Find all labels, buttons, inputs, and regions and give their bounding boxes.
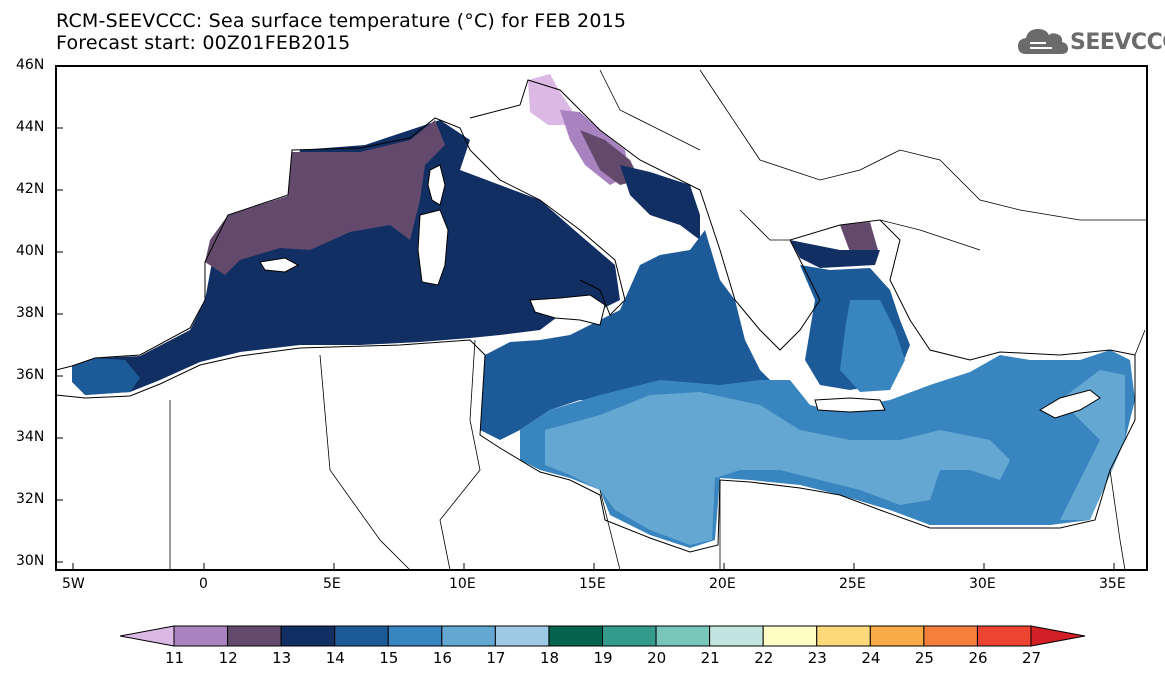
lon-tick-label: 30E (969, 576, 996, 592)
lat-tick-label: 30N (16, 553, 45, 569)
colorbar-label: 19 (593, 649, 613, 667)
sst-region-alboran (72, 358, 140, 395)
island-sicily (529, 294, 606, 326)
colorbar-label: 20 (647, 649, 667, 667)
colorbar-segment (655, 625, 711, 647)
colorbar-segment (494, 625, 550, 647)
lat-tick-label: 36N (16, 367, 45, 383)
seevccc-logo: SEEVCCC (1016, 24, 1165, 60)
island-crete (814, 397, 886, 413)
colorbar-label: 15 (379, 649, 399, 667)
colorbar-label: 11 (165, 649, 185, 667)
colorbar-segment (173, 625, 229, 647)
colorbar-label: 12 (218, 649, 238, 667)
colorbar-label: 13 (272, 649, 292, 667)
sst-region-west-med (72, 120, 620, 395)
colorbar-label: 18 (539, 649, 560, 667)
colorbar-segment (816, 625, 871, 647)
lat-tick-label: 44N (16, 119, 45, 135)
island-corsica (427, 164, 446, 206)
colorbar-segment (387, 625, 443, 647)
colorbar-label: 17 (486, 649, 506, 667)
colorbar-label: 14 (325, 649, 345, 667)
map-frame (55, 65, 1148, 571)
lat-tick-label: 40N (16, 243, 45, 259)
sst-region-gulf-of-lion (205, 120, 445, 275)
colorbar-label: 25 (914, 649, 934, 667)
lat-tick-label: 38N (16, 305, 45, 321)
lon-tick-label: 5W (62, 576, 85, 592)
lat-tick-label: 42N (16, 181, 45, 197)
colorbar-segment (280, 625, 336, 647)
colorbar-segment (441, 625, 496, 647)
colorbar-segment (976, 625, 1032, 647)
colorbar-label: 16 (432, 649, 452, 667)
colorbar-segment (869, 625, 925, 647)
colorbar-segment (923, 625, 978, 647)
lon-tick-label: 25E (839, 576, 866, 592)
colorbar-label: 23 (807, 649, 827, 667)
colorbar-label: 26 (968, 649, 988, 667)
colorbar-label: 24 (861, 649, 881, 667)
colorbar-label: 22 (754, 649, 774, 667)
colorbar-label: 21 (700, 649, 720, 667)
lat-tick-label: 46N (16, 57, 45, 73)
country-borders (169, 69, 1147, 570)
lon-tick-label: 35E (1099, 576, 1126, 592)
lon-tick-label: 15E (579, 576, 606, 592)
colorbar-label: 27 (1022, 649, 1042, 667)
logo-text: SEEVCCC (1070, 30, 1165, 55)
title-line-1: RCM-SEEVCCC: Sea surface temperature (°C… (56, 10, 627, 32)
sst-region-aegean-east (840, 300, 905, 392)
lon-tick-label: 20E (709, 576, 736, 592)
lon-tick-label: 0 (199, 576, 208, 592)
map-ticks (56, 65, 1115, 570)
lon-tick-label: 5E (323, 576, 341, 592)
sst-region-libyan-sea (545, 392, 1010, 545)
island-balearics (259, 257, 300, 273)
lat-tick-label: 34N (16, 429, 45, 445)
sst-region-aegean-north (840, 222, 878, 252)
colorbar-segment (227, 625, 282, 647)
sst-region-aegean-n14 (790, 240, 880, 268)
island-sardinia (417, 209, 449, 286)
colorbar-segment (119, 625, 175, 647)
lon-tick-label: 10E (449, 576, 476, 592)
colorbar-segment (334, 625, 389, 647)
coastlines (56, 79, 1136, 553)
colorbar-segment (548, 625, 603, 647)
colorbar-segment (709, 625, 764, 647)
colorbar-segment (1030, 625, 1086, 647)
title-line-2: Forecast start: 00Z01FEB2015 (56, 32, 351, 54)
sst-region-adriatic-south14 (620, 165, 700, 240)
lat-tick-label: 32N (16, 491, 45, 507)
island-cyprus (1038, 389, 1101, 419)
map-title: RCM-SEEVCCC: Sea surface temperature (°C… (56, 10, 626, 54)
colorbar-segment (762, 625, 818, 647)
cloud-icon (1018, 29, 1068, 54)
colorbar-segment (602, 625, 657, 647)
